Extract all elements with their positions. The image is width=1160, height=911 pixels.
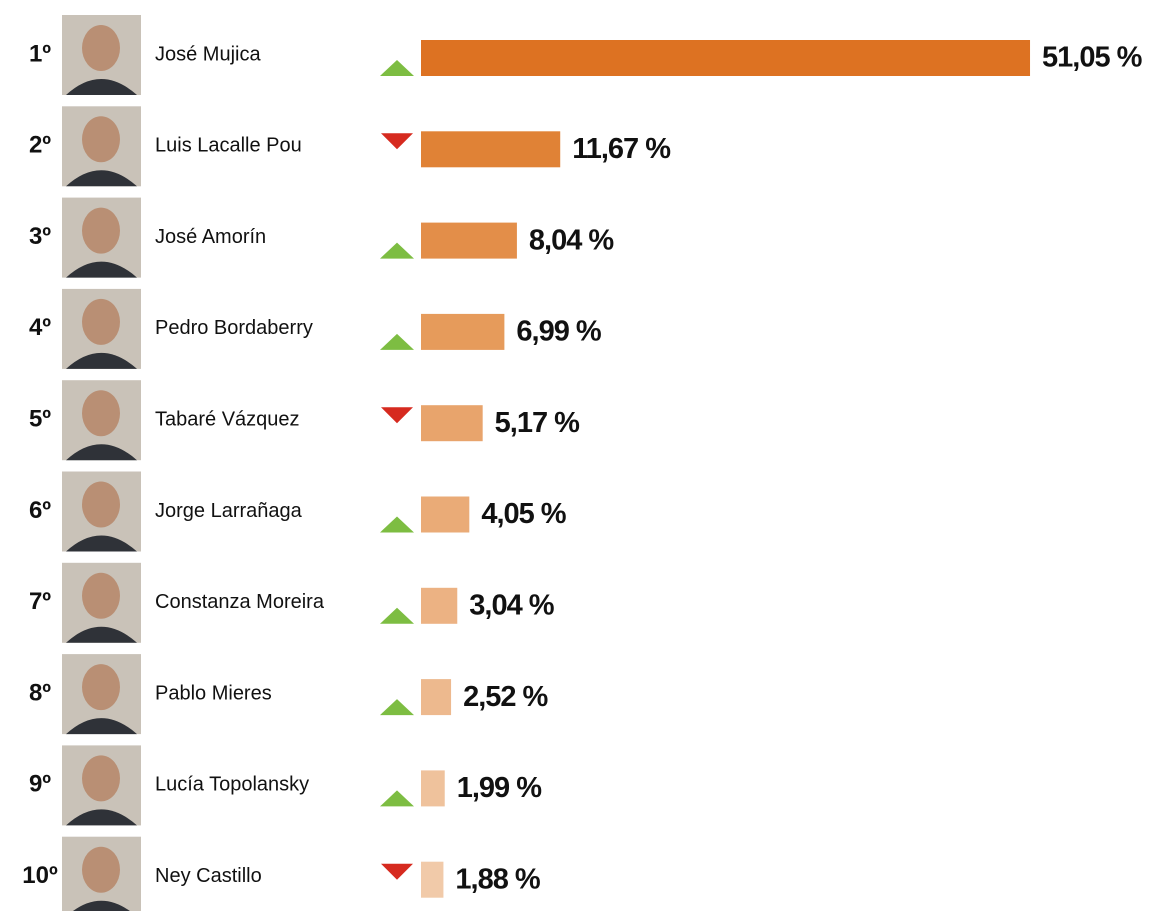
trend-arrow [380,699,414,716]
photo-head [82,298,120,345]
bar [421,405,483,442]
trend-arrow [380,790,414,807]
trend-arrow [381,407,413,424]
candidate-name: Pedro Bordaberry [155,317,313,339]
photo-body [66,535,137,552]
candidate-name: Luis Lacalle Pou [155,135,302,157]
photo-body [66,352,137,369]
photo-body [66,79,137,95]
photo [62,562,141,643]
photo-body [72,900,130,911]
photo-body [66,444,137,461]
trend-arrow [381,863,413,880]
photo-head [82,755,120,802]
photo-body [66,261,137,278]
photo-head [82,572,120,619]
photo [62,288,141,369]
photo-head [82,207,120,254]
value-label: 11,67 % [572,133,671,165]
photo [62,380,141,461]
value-label: 5,17 % [495,407,580,439]
bar [421,40,1031,76]
rank: 10º [22,862,58,889]
candidate-name: José Amorín [155,226,266,248]
rank: 9º [29,771,51,798]
candidate-name: Constanza Moreira [155,591,325,613]
bar [421,313,505,350]
candidate-name: José Mujica [155,43,261,65]
rank: 7º [29,588,51,615]
photo [62,197,141,278]
photo [62,471,141,552]
value-label: 51,05 % [1042,42,1143,74]
bar [421,679,452,716]
rank: 2º [29,132,51,159]
rank: 3º [29,223,51,250]
candidate-name: Jorge Larrañaga [155,500,303,522]
bar [421,587,458,624]
photo [62,106,141,187]
value-label: 2,52 % [463,681,548,713]
bar [421,861,444,898]
value-label: 4,05 % [481,498,566,530]
bar [421,496,470,533]
photo-head [82,664,120,711]
photo-body [66,626,137,643]
trend-arrow [380,607,414,624]
value-label: 1,88 % [455,863,540,895]
photo-head [82,25,120,71]
photo [62,836,141,911]
photo-body [66,718,137,735]
bar [421,222,517,259]
photo [62,745,141,826]
photo-body [66,809,137,826]
value-label: 6,99 % [516,316,601,348]
photo [62,15,141,95]
photo-head [82,846,120,893]
trend-arrow [380,60,414,76]
bar [421,770,445,807]
trend-arrow [380,516,414,533]
value-label: 8,04 % [529,224,614,256]
rank: 8º [29,679,51,706]
photo [62,654,141,735]
photo-head [82,481,120,528]
trend-arrow [381,133,413,150]
candidate-name: Lucía Topolansky [155,774,309,796]
value-label: 1,99 % [457,772,542,804]
value-label: 3,04 % [469,589,554,621]
bar [421,131,561,168]
candidate-name: Tabaré Vázquez [155,408,300,430]
trend-arrow [380,242,414,259]
candidate-name: Pablo Mieres [155,682,272,704]
rank: 4º [29,314,51,341]
rank: 1º [29,40,51,67]
photo-head [82,116,120,163]
photo-body [66,170,137,187]
photo-head [82,390,120,437]
rank: 5º [29,406,51,433]
candidate-name: Ney Castillo [155,865,262,887]
rank: 6º [29,497,51,524]
trend-arrow [380,333,414,350]
